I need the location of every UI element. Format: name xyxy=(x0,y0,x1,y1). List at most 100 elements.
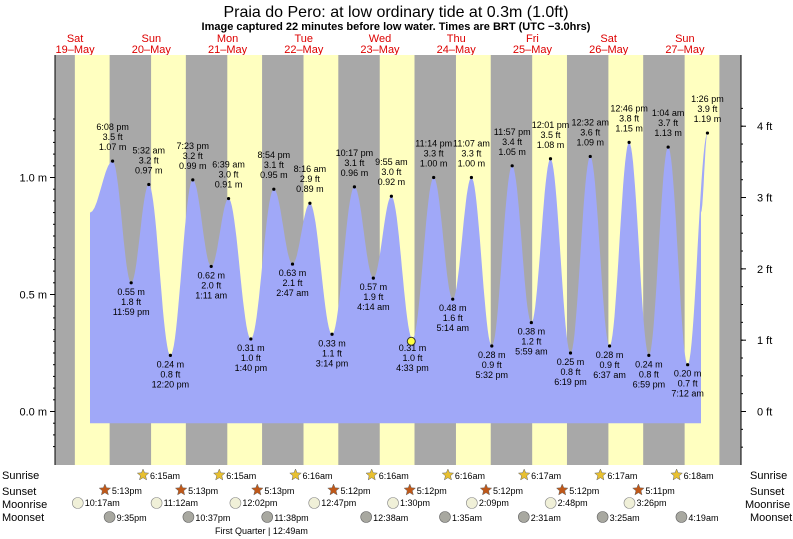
tide-time-label: 11:57 pm xyxy=(494,127,531,137)
tide-ft-label: 1.0 ft xyxy=(402,353,423,363)
tide-ft-label: 1.2 ft xyxy=(521,337,542,347)
moonset-time: 10:37pm xyxy=(195,513,230,523)
tide-m-label: 1.05 m xyxy=(498,147,526,157)
tide-m-label: 0.28 m xyxy=(596,350,624,360)
tide-time-label: 11:14 pm xyxy=(415,139,452,149)
tide-point xyxy=(686,363,690,367)
moonset-time: 12:38am xyxy=(373,513,408,523)
axes: 0.0 m 0.5 m 1.0 m 0 ft 1 ft 2 ft 3 ft 4 ft xyxy=(19,55,772,465)
sunset-icon xyxy=(174,483,188,496)
right-tick-label: 3 ft xyxy=(757,193,772,205)
tide-point xyxy=(627,140,631,144)
tide-time-label: 7:12 am xyxy=(671,389,704,399)
moonset-icon xyxy=(261,511,274,523)
tide-point xyxy=(249,337,253,341)
tide-point xyxy=(451,297,455,301)
tide-point xyxy=(666,145,670,149)
sunset-time: 5:12pm xyxy=(569,486,599,496)
tide-m-label: 0.99 m xyxy=(179,161,207,171)
tide-m-label: 0.91 m xyxy=(215,180,243,190)
moonrise-icon xyxy=(71,497,84,509)
moonset-icon xyxy=(518,511,530,523)
sunset-time: 5:12pm xyxy=(493,486,523,496)
sunrise-time: 6:15am xyxy=(150,471,180,481)
tide-m-label: 1.15 m xyxy=(615,123,643,133)
moonset-icon xyxy=(182,511,195,523)
moonrise-icon xyxy=(466,497,478,509)
night-band xyxy=(719,55,741,465)
day-date: 20–May xyxy=(132,44,172,56)
day-date: 22–May xyxy=(284,44,324,56)
tide-m-label: 0.20 m xyxy=(674,369,702,379)
tide-time-label: 6:19 pm xyxy=(554,377,587,387)
tide-point xyxy=(548,157,553,161)
tide-point xyxy=(147,182,151,187)
tide-time-label: 12:20 pm xyxy=(152,379,190,389)
tide-time-label: 11:59 pm xyxy=(113,307,150,317)
tide-ft-label: 3.3 ft xyxy=(424,149,445,159)
sunrise-icon xyxy=(289,468,302,481)
sunset-time: 5:11pm xyxy=(645,486,674,496)
sunset-time: 5:12pm xyxy=(341,486,371,496)
moonrise-time: 10:17am xyxy=(85,498,120,508)
day-name: Mon xyxy=(217,33,238,45)
tide-time-label: 4:33 pm xyxy=(396,363,429,373)
chart-title: Praia do Pero: at low ordinary tide at 0… xyxy=(223,4,568,21)
tide-point xyxy=(490,344,494,348)
tide-ft-label: 3.6 ft xyxy=(580,127,601,137)
tide-point xyxy=(209,264,213,269)
tide-point xyxy=(352,185,357,189)
tide-m-label: 0.96 m xyxy=(341,168,369,178)
tide-ft-label: 3.4 ft xyxy=(502,137,523,147)
tide-point xyxy=(129,281,133,285)
tide-ft-label: 0.8 ft xyxy=(639,369,660,379)
tide-point xyxy=(272,187,276,191)
right-tick-label: 2 ft xyxy=(757,264,772,276)
sunrise-label-right: Sunrise xyxy=(750,470,787,482)
tide-ft-label: 3.9 ft xyxy=(697,104,718,114)
day-date: 24–May xyxy=(437,44,477,56)
moonrise-time: 3:26pm xyxy=(636,498,666,508)
sun-moon-events: 6:15am 5:13pm 10:17am 9:35pm 6:15am 5:13pm 11:… xyxy=(71,468,718,523)
sunset-label-left: Sunset xyxy=(2,486,36,498)
tide-m-label: 1.00 m xyxy=(458,159,486,169)
tide-m-label: 1.07 m xyxy=(99,142,127,152)
left-tick-label: 1.0 m xyxy=(19,173,47,185)
tide-time-label: 1:26 pm xyxy=(691,94,724,104)
tide-m-label: 0.28 m xyxy=(478,350,506,360)
marker-dot xyxy=(406,336,416,346)
sunset-time: 5:13pm xyxy=(112,486,142,496)
sunset-time: 5:12pm xyxy=(417,486,447,496)
sunrise-time: 6:17am xyxy=(607,471,637,481)
sunrise-icon xyxy=(441,468,455,481)
sunrise-icon xyxy=(136,468,150,481)
moonset-time: 1:35am xyxy=(452,513,482,523)
tide-ft-label: 1.8 ft xyxy=(121,297,142,307)
tide-point xyxy=(168,353,172,357)
day-name: Sun xyxy=(142,33,162,45)
tide-time-label: 5:14 am xyxy=(436,323,469,333)
sunrise-time: 6:15am xyxy=(226,471,256,481)
sunrise-icon xyxy=(517,468,531,481)
tide-ft-label: 3.0 ft xyxy=(381,167,402,177)
tide-point xyxy=(705,131,710,135)
left-tick-label: 0.0 m xyxy=(19,407,47,419)
day-name: Sat xyxy=(67,33,84,45)
right-tick-label: 1 ft xyxy=(757,335,772,347)
tide-time-label: 9:55 am xyxy=(375,157,408,167)
tide-time-label: 12:32 am xyxy=(571,117,609,127)
tide-ft-label: 0.9 ft xyxy=(600,360,621,370)
tide-time-label: 5:59 am xyxy=(515,347,548,357)
tide-ft-label: 3.1 ft xyxy=(264,160,285,170)
tide-ft-label: 2.9 ft xyxy=(300,174,321,184)
moonset-label-left: Moonset xyxy=(2,512,44,524)
tide-point xyxy=(469,175,474,180)
tide-m-label: 0.95 m xyxy=(260,170,288,180)
tide-point xyxy=(191,178,195,182)
moonrise-label-right: Moonrise xyxy=(745,499,790,511)
sunset-time: 5:13pm xyxy=(264,486,294,496)
day-date: 19–May xyxy=(56,44,96,56)
moonset-time: 2:31am xyxy=(531,513,561,523)
night-band xyxy=(55,55,75,465)
